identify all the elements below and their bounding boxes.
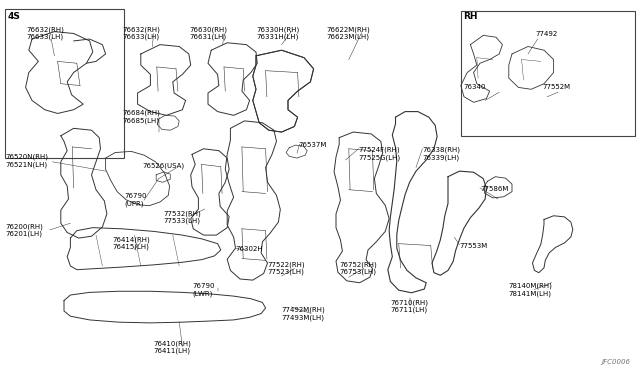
Text: 76622M(RH)
76623M(LH): 76622M(RH) 76623M(LH) [326,26,370,40]
Text: 77492M(RH)
77493M(LH): 77492M(RH) 77493M(LH) [282,307,325,321]
Text: JFC0006: JFC0006 [602,359,630,365]
Text: 76790
(UPR): 76790 (UPR) [125,193,147,207]
Text: 76338(RH)
76339(LH): 76338(RH) 76339(LH) [422,147,460,161]
Text: 76632(RH)
76633(LH): 76632(RH) 76633(LH) [27,26,65,40]
Text: 77492: 77492 [535,31,557,36]
Text: 76790
(LWR): 76790 (LWR) [192,283,214,297]
Text: 76330H(RH)
76331H(LH): 76330H(RH) 76331H(LH) [256,26,300,40]
Text: 76414(RH)
76415(LH): 76414(RH) 76415(LH) [112,236,150,250]
Text: 76684(RH)
76685(LH): 76684(RH) 76685(LH) [123,110,161,124]
Text: 76302H: 76302H [236,246,263,252]
Text: 78140M(RH)
78141M(LH): 78140M(RH) 78141M(LH) [509,283,553,297]
Text: 77532(RH)
77533(LH): 77532(RH) 77533(LH) [164,210,202,224]
Text: 76200(RH)
76201(LH): 76200(RH) 76201(LH) [5,223,43,237]
Text: 77524F(RH)
77525G(LH): 77524F(RH) 77525G(LH) [358,147,401,161]
Text: 76526(USA): 76526(USA) [142,163,184,169]
Text: 76710(RH)
76711(LH): 76710(RH) 76711(LH) [390,299,428,314]
Bar [461,11,635,136]
Text: 77522(RH)
77523(LH): 77522(RH) 77523(LH) [268,261,305,275]
Text: 76410(RH)
76411(LH): 76410(RH) 76411(LH) [154,340,191,355]
Text: 76630(RH)
76631(LH): 76630(RH) 76631(LH) [189,26,227,40]
Text: 76520N(RH)
76521N(LH): 76520N(RH) 76521N(LH) [5,154,48,168]
Text: 77586M: 77586M [480,186,508,192]
Text: RH: RH [463,12,478,21]
Text: 76340: 76340 [463,84,486,90]
Text: 76632(RH)
76633(LH): 76632(RH) 76633(LH) [123,26,161,40]
Text: 76537M: 76537M [299,142,327,148]
Text: 4S: 4S [8,12,20,21]
Text: 76752(RH)
76753(LH): 76752(RH) 76753(LH) [339,261,377,275]
Bar [5,9,124,158]
Text: 77553M: 77553M [460,243,488,248]
Text: 77552M: 77552M [543,84,571,90]
